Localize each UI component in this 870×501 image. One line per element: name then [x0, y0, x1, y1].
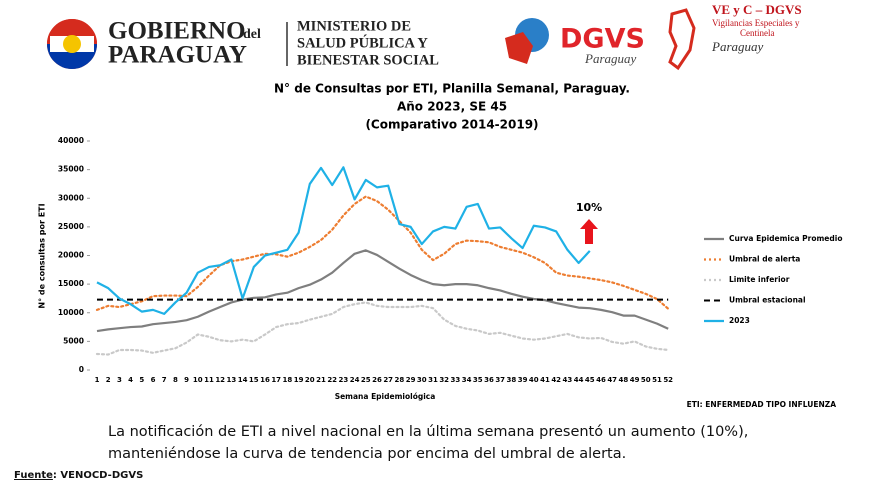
dgvs-sub: Paraguay	[584, 51, 637, 66]
vec-sub: Paraguay	[711, 39, 764, 54]
series-line	[96, 249, 669, 333]
x-tick-label: 3	[117, 376, 122, 384]
annotation: 10%	[576, 201, 602, 214]
footnote: ETI: ENFERMEDAD TIPO INFLUENZA	[687, 400, 837, 409]
x-tick-label: 35	[473, 376, 483, 384]
x-tick-label: 9	[184, 376, 189, 384]
x-tick-label: 25	[361, 376, 371, 384]
x-tick-label: 37	[495, 376, 505, 384]
x-tick-label: 14	[238, 376, 248, 384]
legend-label: Curva Epidemica Promedio	[729, 234, 842, 243]
x-tick-label: 48	[619, 376, 629, 384]
x-tick-label: 22	[327, 376, 337, 384]
y-tick-label: 5000	[63, 336, 84, 345]
x-tick-label: 36	[484, 376, 494, 384]
y-tick-label: 0	[79, 365, 84, 374]
x-tick-label: 29	[406, 376, 416, 384]
y-tick-label: 30000	[58, 193, 84, 202]
x-tick-label: 23	[339, 376, 349, 384]
y-tick-label: 15000	[58, 279, 84, 288]
legend-label: 2023	[729, 316, 750, 325]
x-tick-label: 44	[574, 376, 584, 384]
ministry-text: BIENESTAR SOCIAL	[297, 52, 439, 68]
x-tick-label: 20	[305, 376, 315, 384]
x-tick-label: 27	[383, 376, 393, 384]
y-tick-label: 40000	[58, 136, 84, 145]
arrow-up	[580, 219, 598, 244]
x-tick-label: 7	[162, 376, 167, 384]
source-label: Fuente	[14, 470, 53, 481]
y-tick-label: 35000	[58, 165, 84, 174]
gov-text: GOBIERNO	[108, 18, 246, 45]
x-tick-label: 43	[563, 376, 573, 384]
x-tick-label: 2	[106, 376, 111, 384]
x-tick-label: 40	[529, 376, 539, 384]
chart-subtitle: (Comparativo 2014-2019)	[365, 118, 538, 132]
x-tick-label: 28	[395, 376, 405, 384]
x-tick-label: 47	[607, 376, 617, 384]
vec-logo	[668, 8, 696, 71]
x-tick-label: 39	[518, 376, 528, 384]
ministry-text: SALUD PÚBLICA Y	[297, 34, 428, 51]
x-tick-label: 10	[193, 376, 203, 384]
x-tick-label: 19	[294, 376, 304, 384]
x-tick-label: 16	[260, 376, 270, 384]
x-tick-label: 49	[630, 376, 640, 384]
ministry-text: MINISTERIO DE	[297, 18, 411, 34]
gov-text: PARAGUAY	[108, 42, 247, 69]
vec-title: VE y C – DGVS	[712, 2, 802, 17]
series-line	[96, 166, 591, 315]
x-tick-label: 41	[540, 376, 550, 384]
chart-subtitle: Año 2023, SE 45	[397, 100, 507, 114]
x-tick-label: 24	[350, 376, 360, 384]
gov-text: del	[243, 27, 261, 42]
x-tick-label: 13	[227, 376, 237, 384]
x-tick-label: 50	[641, 376, 651, 384]
x-tick-label: 30	[417, 376, 427, 384]
chart-title: N° de Consultas por ETI, Planilla Semana…	[274, 82, 630, 96]
source-value: : VENOCD-DGVS	[52, 470, 144, 481]
x-tick-label: 45	[585, 376, 595, 384]
dgvs-text: DGVS	[560, 24, 645, 55]
x-tick-label: 1	[95, 376, 100, 384]
x-tick-label: 51	[652, 376, 662, 384]
legend-label: Umbral estacional	[729, 296, 806, 305]
x-tick-label: 46	[596, 376, 606, 384]
flag-logo	[47, 19, 97, 69]
x-tick-label: 4	[128, 376, 133, 384]
dgvs-logo	[505, 18, 549, 64]
series-line	[95, 301, 670, 356]
description: La notificación de ETI a nivel nacional …	[108, 424, 749, 462]
x-tick-label: 32	[439, 376, 449, 384]
y-axis-label: N° de consultas por ETI	[38, 203, 47, 308]
x-tick-label: 21	[316, 376, 326, 384]
x-tick-label: 6	[151, 376, 156, 384]
source: Fuente: VENOCD-DGVS	[14, 470, 143, 481]
x-tick-label: 18	[283, 376, 293, 384]
vec-text: Centinela	[740, 28, 775, 38]
series-line	[95, 195, 670, 311]
x-axis-label: Semana Epidemiológica	[335, 392, 436, 401]
x-tick-label: 42	[551, 376, 561, 384]
y-tick-label: 25000	[58, 222, 84, 231]
x-tick-label: 52	[663, 376, 673, 384]
x-tick-label: 38	[507, 376, 517, 384]
x-tick-label: 33	[451, 376, 461, 384]
x-tick-label: 11	[204, 376, 214, 384]
x-tick-label: 5	[139, 376, 144, 384]
x-tick-label: 26	[372, 376, 382, 384]
y-tick-label: 20000	[58, 251, 84, 260]
x-tick-label: 31	[428, 376, 438, 384]
legend-label: Umbral de alerta	[729, 255, 800, 264]
legend-label: Limite inferior	[729, 275, 790, 284]
x-tick-label: 12	[215, 376, 225, 384]
x-tick-label: 15	[249, 376, 259, 384]
x-tick-label: 8	[173, 376, 178, 384]
vec-text: Vigilancias Especiales y	[712, 18, 800, 28]
x-tick-label: 17	[271, 376, 281, 384]
y-tick-label: 10000	[58, 308, 84, 317]
x-tick-label: 34	[462, 376, 472, 384]
